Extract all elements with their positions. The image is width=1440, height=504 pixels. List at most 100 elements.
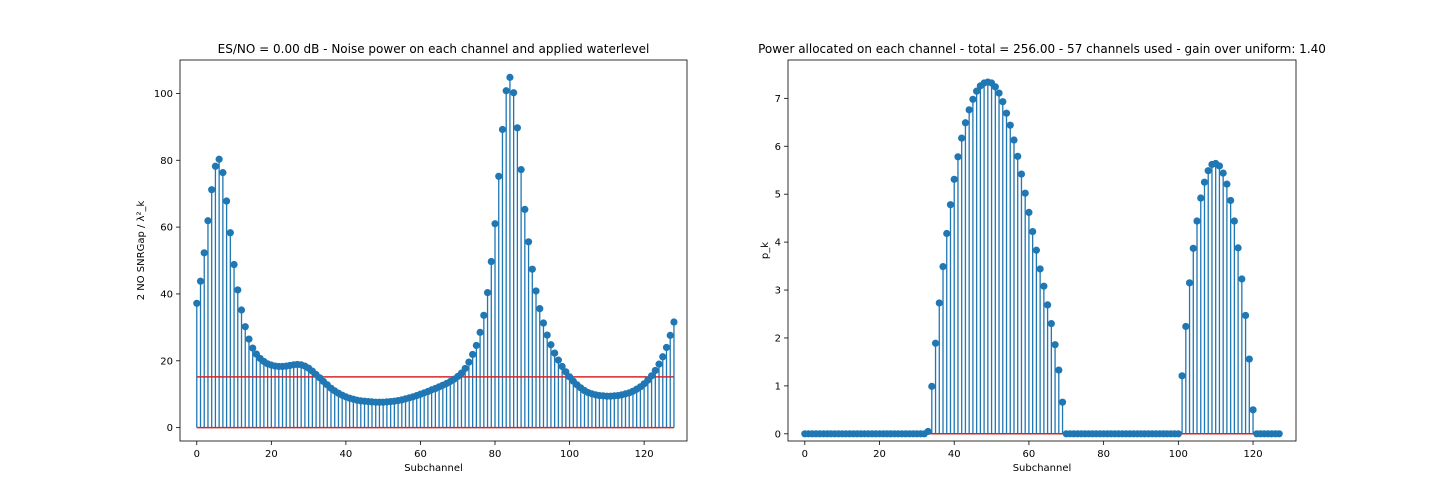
data-point (502, 87, 510, 95)
data-point (1025, 208, 1033, 216)
data-point (495, 172, 503, 180)
data-point (1174, 430, 1182, 438)
data-point (670, 318, 678, 326)
x-tick-label: 60 (1023, 449, 1036, 460)
data-point (476, 328, 484, 336)
data-point (483, 289, 492, 297)
data-point (651, 366, 659, 375)
data-point (543, 331, 551, 339)
y-axis-label: p_k (760, 242, 771, 259)
x-tick-label: 120 (1243, 449, 1262, 460)
data-point (969, 95, 977, 103)
data-point (510, 89, 518, 97)
data-point (461, 364, 469, 373)
y-tick-label: 0 (167, 423, 173, 434)
x-tick-label: 20 (873, 449, 886, 460)
data-point (924, 427, 932, 436)
data-point (1036, 265, 1044, 273)
data-point (1178, 372, 1186, 380)
x-tick-label: 100 (1169, 449, 1188, 460)
data-point (1215, 162, 1224, 170)
data-point (1017, 170, 1026, 178)
data-point (999, 98, 1007, 106)
y-tick-label: 7 (775, 94, 781, 105)
data-point (954, 153, 962, 161)
data-point (1044, 301, 1052, 309)
y-tick-label: 0 (775, 429, 781, 440)
data-point (659, 353, 667, 361)
data-point (931, 339, 940, 347)
data-point (1051, 341, 1059, 349)
x-tick-label: 80 (1097, 449, 1110, 460)
x-tick-label: 120 (635, 449, 654, 460)
data-point (995, 89, 1003, 97)
data-point (973, 87, 981, 95)
data-point (1234, 244, 1242, 252)
data-point (1182, 322, 1190, 331)
data-point (222, 197, 231, 205)
data-point (1230, 217, 1238, 225)
plot-frame (787, 59, 1297, 442)
data-point (1189, 244, 1197, 252)
y-tick-label: 3 (775, 286, 781, 297)
data-point (226, 229, 234, 237)
data-point (1193, 217, 1201, 225)
data-point (666, 331, 674, 339)
y-tick-label: 60 (160, 223, 173, 234)
data-point (1058, 398, 1067, 406)
data-point (1047, 319, 1055, 328)
data-point (1185, 279, 1194, 287)
data-point (241, 323, 249, 331)
data-point (551, 349, 559, 357)
data-point (521, 205, 529, 213)
data-point (965, 106, 973, 114)
data-point (1227, 196, 1235, 205)
data-point (1223, 180, 1231, 188)
data-point (1241, 311, 1250, 320)
data-point (1197, 194, 1205, 202)
data-point (1014, 152, 1022, 160)
y-tick-label: 100 (154, 89, 173, 100)
y-tick-label: 40 (160, 289, 173, 300)
x-tick-label: 20 (265, 449, 278, 460)
data-point (1010, 136, 1018, 144)
data-point (215, 155, 223, 163)
x-tick-label: 0 (802, 449, 808, 460)
data-point (524, 238, 533, 246)
data-point (532, 287, 540, 295)
data-point (1249, 406, 1257, 414)
data-point (1006, 121, 1014, 129)
data-point (528, 265, 536, 273)
data-point (946, 201, 955, 209)
data-point (487, 257, 495, 266)
x-axis-label: Subchannel (404, 463, 463, 474)
data-point (547, 341, 555, 349)
data-point (536, 305, 544, 313)
noise-power-panel: 0 20 40 60 80 100 120 0 20 40 60 80 100 ES/NO = 0.00 … (136, 42, 688, 474)
data-point (200, 249, 208, 257)
power-allocation-panel: 0 20 40 60 80 100 120 0 1 2 3 4 5 6 7 Power allocated o… (758, 42, 1326, 474)
data-point (939, 262, 947, 271)
y-axis-label: 2 NO SNRGap / λ²_k (136, 201, 147, 301)
data-point (1238, 275, 1246, 283)
data-point (1204, 167, 1212, 175)
data-point (1040, 282, 1048, 290)
data-point (472, 341, 480, 350)
data-point (943, 229, 951, 238)
data-point (1055, 366, 1063, 374)
data-point (1032, 246, 1040, 254)
data-point (958, 134, 966, 142)
data-point (558, 362, 566, 371)
data-point (655, 360, 663, 368)
data-point (991, 83, 999, 91)
y-tick-label: 20 (160, 356, 173, 367)
data-point (539, 319, 548, 327)
data-point (204, 217, 212, 225)
data-point (249, 344, 257, 352)
data-point (491, 220, 499, 228)
y-tick-label: 1 (775, 381, 781, 392)
chart-title: ES/NO = 0.00 dB - Noise power on each ch… (218, 42, 650, 56)
data-point (498, 125, 507, 134)
data-point (237, 306, 246, 314)
